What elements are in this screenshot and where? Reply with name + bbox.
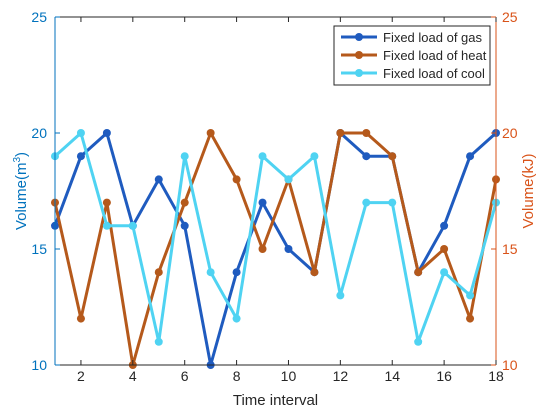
x-tick-label: 16 <box>436 368 452 384</box>
x-tick-label: 10 <box>281 368 297 384</box>
data-point <box>102 221 111 230</box>
right-y-tick-label: 20 <box>502 125 518 141</box>
x-tick-label: 8 <box>233 368 241 384</box>
data-point <box>206 268 215 277</box>
data-point <box>310 268 319 277</box>
legend-label-cool: Fixed load of cool <box>383 66 485 81</box>
data-point <box>180 152 189 161</box>
data-point <box>154 337 163 346</box>
data-point <box>258 198 267 207</box>
legend: Fixed load of gas Fixed load of heat Fix… <box>333 25 491 86</box>
x-tick-label: 14 <box>384 368 400 384</box>
legend-marker-gas <box>355 33 363 41</box>
x-tick-label: 4 <box>129 368 137 384</box>
series-line-0 <box>53 131 497 367</box>
data-point <box>232 175 241 184</box>
data-point <box>440 268 449 277</box>
data-point <box>284 175 293 184</box>
left-y-axis-label: Volume(m3) <box>12 152 30 230</box>
axes-layer <box>54 16 497 366</box>
data-point <box>362 129 371 137</box>
data-point <box>180 221 189 230</box>
legend-marker-heat <box>355 51 363 59</box>
data-point <box>414 337 423 346</box>
data-point <box>388 152 397 161</box>
right-y-axis-label: Volume(kJ) <box>520 153 537 228</box>
data-point <box>154 175 163 184</box>
data-point <box>362 152 371 161</box>
left-y-tick-label: 10 <box>31 357 47 373</box>
data-point <box>258 152 267 161</box>
data-point <box>206 129 215 137</box>
legend-item-cool: Fixed load of cool <box>341 66 485 81</box>
right-y-tick-label: 10 <box>502 357 518 373</box>
data-point <box>76 129 85 137</box>
data-point <box>466 152 475 161</box>
data-point <box>76 152 85 161</box>
data-point <box>284 245 293 253</box>
data-point <box>76 314 85 323</box>
right-y-tick-label: 15 <box>502 241 518 257</box>
left-y-tick-label: 20 <box>31 125 47 141</box>
data-point <box>440 245 449 253</box>
data-point <box>258 245 267 253</box>
legend-item-heat: Fixed load of heat <box>341 48 487 63</box>
data-point <box>310 152 319 161</box>
left-y-tick-label: 15 <box>31 241 47 257</box>
legend-label-heat: Fixed load of heat <box>383 48 487 63</box>
data-point <box>362 198 371 207</box>
data-point <box>336 129 345 137</box>
data-point <box>466 291 475 300</box>
data-point <box>180 198 189 207</box>
x-tick-label: 2 <box>77 368 85 384</box>
x-tick-label: 6 <box>181 368 189 384</box>
data-point <box>102 129 111 137</box>
series-line-2 <box>54 131 498 344</box>
x-tick-label: 18 <box>488 368 504 384</box>
series-layer <box>51 129 500 369</box>
data-point <box>440 221 449 230</box>
data-point <box>232 314 241 323</box>
right-y-tick-label: 25 <box>502 9 518 25</box>
data-point <box>414 268 423 277</box>
data-point <box>388 198 397 207</box>
legend-marker-cool <box>355 69 363 77</box>
data-point <box>336 291 345 300</box>
data-point <box>102 198 111 207</box>
x-tick-label: 12 <box>333 368 349 384</box>
data-point <box>466 314 475 323</box>
data-point <box>232 268 241 277</box>
legend-label-gas: Fixed load of gas <box>383 30 483 45</box>
left-y-tick-label: 25 <box>31 9 47 25</box>
data-point <box>128 221 137 230</box>
legend-item-gas: Fixed load of gas <box>341 30 483 45</box>
series-line-1 <box>53 131 498 367</box>
data-point <box>154 268 163 277</box>
x-axis-label: Time interval <box>233 392 318 409</box>
